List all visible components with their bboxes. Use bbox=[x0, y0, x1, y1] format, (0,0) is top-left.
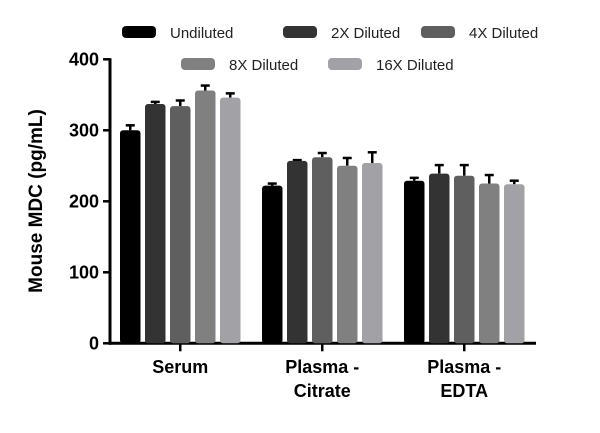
legend-label: 2X Diluted bbox=[331, 25, 400, 42]
legend-swatch bbox=[181, 58, 215, 70]
bar bbox=[362, 162, 383, 344]
x-tick-label: Serum bbox=[152, 357, 208, 377]
bar bbox=[145, 104, 166, 344]
bar bbox=[312, 157, 333, 344]
bar bbox=[504, 184, 525, 344]
bar bbox=[170, 106, 191, 344]
x-tick-label: EDTA bbox=[440, 381, 488, 401]
bar bbox=[120, 130, 141, 344]
legend-swatch bbox=[328, 58, 362, 70]
legend-swatch bbox=[122, 26, 156, 38]
x-tick-label: Citrate bbox=[294, 381, 351, 401]
legend-label: 16X Diluted bbox=[376, 57, 454, 74]
bar bbox=[454, 175, 475, 344]
bar bbox=[220, 97, 241, 344]
bar bbox=[195, 90, 216, 344]
legend-swatch bbox=[283, 26, 317, 38]
bar bbox=[262, 185, 283, 344]
y-tick-label: 100 bbox=[69, 262, 99, 282]
y-tick-label: 400 bbox=[69, 49, 99, 69]
y-tick-label: 0 bbox=[89, 333, 99, 353]
x-tick-label: Plasma - bbox=[427, 357, 501, 377]
bar bbox=[429, 173, 450, 344]
y-axis-label: Mouse MDC (pg/mL) bbox=[26, 109, 47, 293]
legend-swatch bbox=[421, 26, 455, 38]
y-tick-label: 200 bbox=[69, 191, 99, 211]
legend-label: 4X Diluted bbox=[469, 25, 538, 42]
bar bbox=[337, 165, 358, 344]
y-tick-label: 300 bbox=[69, 120, 99, 140]
bar bbox=[287, 160, 308, 344]
legend-label: 8X Diluted bbox=[229, 57, 298, 74]
bar bbox=[479, 183, 500, 344]
bar bbox=[404, 180, 425, 344]
x-tick-label: Plasma - bbox=[285, 357, 359, 377]
legend-label: Undiluted bbox=[170, 25, 233, 42]
